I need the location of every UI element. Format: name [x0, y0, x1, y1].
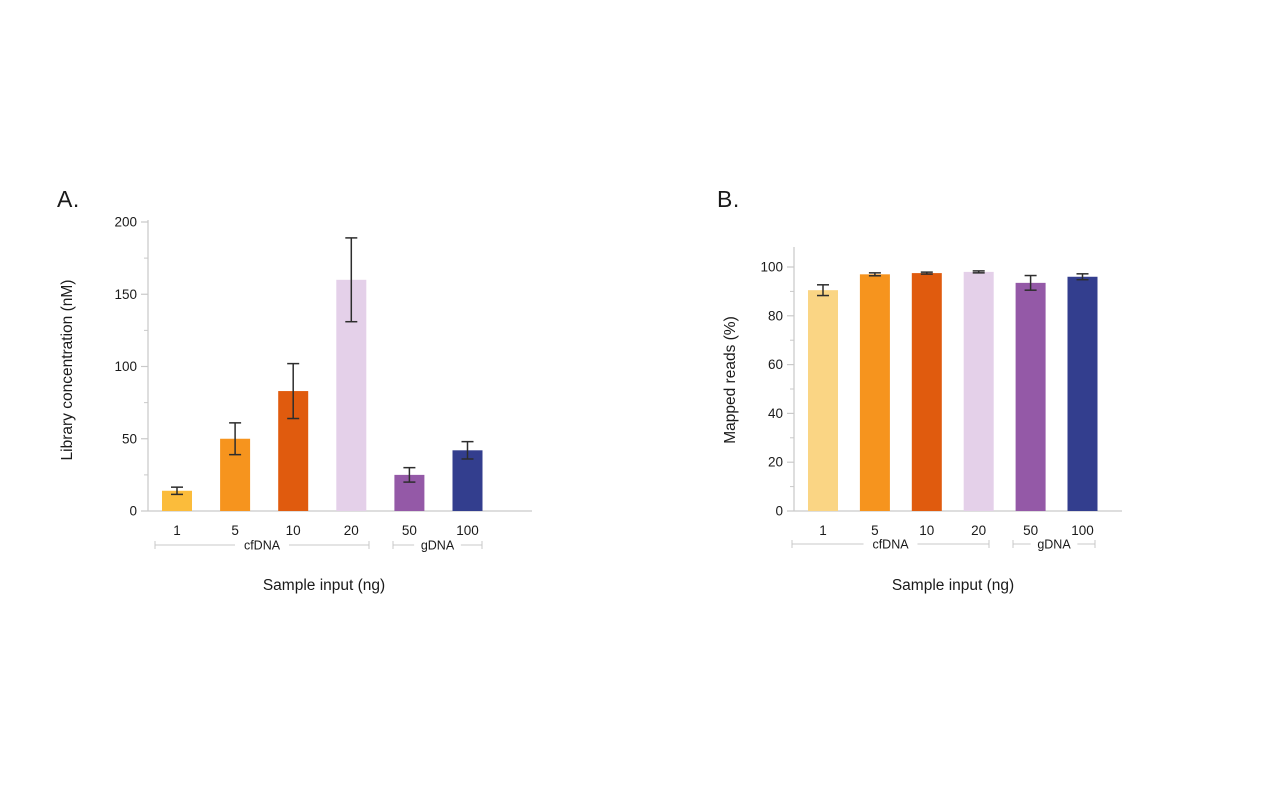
x-tick-label: 20 — [344, 523, 359, 538]
error-bar-5 — [868, 272, 881, 277]
error-bar-50 — [403, 466, 416, 483]
bar-100 — [1067, 276, 1098, 511]
error-bar-5 — [229, 422, 242, 456]
y-tick-label: 50 — [122, 431, 137, 446]
bar-20 — [963, 271, 994, 511]
error-bar-100 — [1076, 273, 1089, 281]
bar-50 — [1015, 282, 1046, 511]
y-tick-label: 20 — [768, 455, 783, 470]
x-tick-label: 1 — [173, 523, 181, 538]
x-tick-label: 100 — [1071, 523, 1094, 538]
error-bar-100 — [461, 440, 474, 460]
panel-label-a: A. — [57, 186, 80, 212]
group-label: cfDNA — [244, 539, 281, 553]
y-tick-label: 100 — [114, 359, 137, 374]
x-tick-label: 5 — [231, 523, 239, 538]
x-tick-label: 100 — [456, 523, 479, 538]
x-axis-title: Sample input (ng) — [263, 577, 385, 594]
error-bar-10 — [920, 271, 933, 275]
group-bracket-cfdna: cfDNA — [791, 538, 990, 552]
bar-5 — [859, 274, 890, 511]
x-tick-label: 1 — [819, 523, 827, 538]
group-label: gDNA — [421, 539, 455, 553]
y-tick-label: 0 — [129, 504, 137, 519]
error-bar-20 — [972, 270, 985, 274]
x-tick-label: 10 — [286, 523, 301, 538]
x-tick-label: 5 — [871, 523, 879, 538]
group-bracket-cfdna: cfDNA — [154, 539, 370, 553]
y-tick-label: 200 — [114, 215, 137, 230]
group-label: cfDNA — [872, 538, 909, 552]
bar-10 — [911, 273, 942, 511]
group-bracket-gdna: gDNA — [392, 539, 483, 553]
panel-label-b: B. — [717, 186, 740, 212]
bar-1 — [808, 290, 838, 511]
bar-1 — [162, 490, 192, 511]
x-axis-title: Sample input (ng) — [892, 577, 1014, 594]
error-bar-10 — [287, 362, 300, 420]
y-axis-title: Mapped reads (%) — [722, 316, 739, 444]
error-bar-1 — [817, 284, 829, 297]
error-bar-1 — [171, 486, 183, 496]
group-label: gDNA — [1037, 538, 1071, 552]
chart-panel-b: 0 20 40 60 80 100 1 5 10 20 50 100 cfDNA gDNA Sample i… — [722, 247, 1122, 594]
x-tick-label: 10 — [919, 523, 934, 538]
error-bar-20 — [345, 237, 358, 323]
error-bar-50 — [1024, 274, 1037, 291]
x-tick-label: 50 — [402, 523, 417, 538]
y-tick-label: 80 — [768, 308, 783, 323]
y-tick-label: 40 — [768, 406, 783, 421]
y-tick-label: 150 — [114, 287, 137, 302]
x-tick-label: 50 — [1023, 523, 1038, 538]
x-tick-label: 20 — [971, 523, 986, 538]
y-tick-label: 100 — [760, 260, 783, 275]
chart-panel-a: 0 50 100 150 200 1 5 10 20 50 100 cfDNA gDNA Sample i… — [59, 215, 532, 594]
y-tick-label: 0 — [775, 504, 783, 519]
y-axis-title: Library concentration (nM) — [59, 280, 76, 461]
group-bracket-gdna: gDNA — [1012, 538, 1096, 552]
bar-100 — [452, 450, 483, 511]
y-tick-label: 60 — [768, 357, 783, 372]
